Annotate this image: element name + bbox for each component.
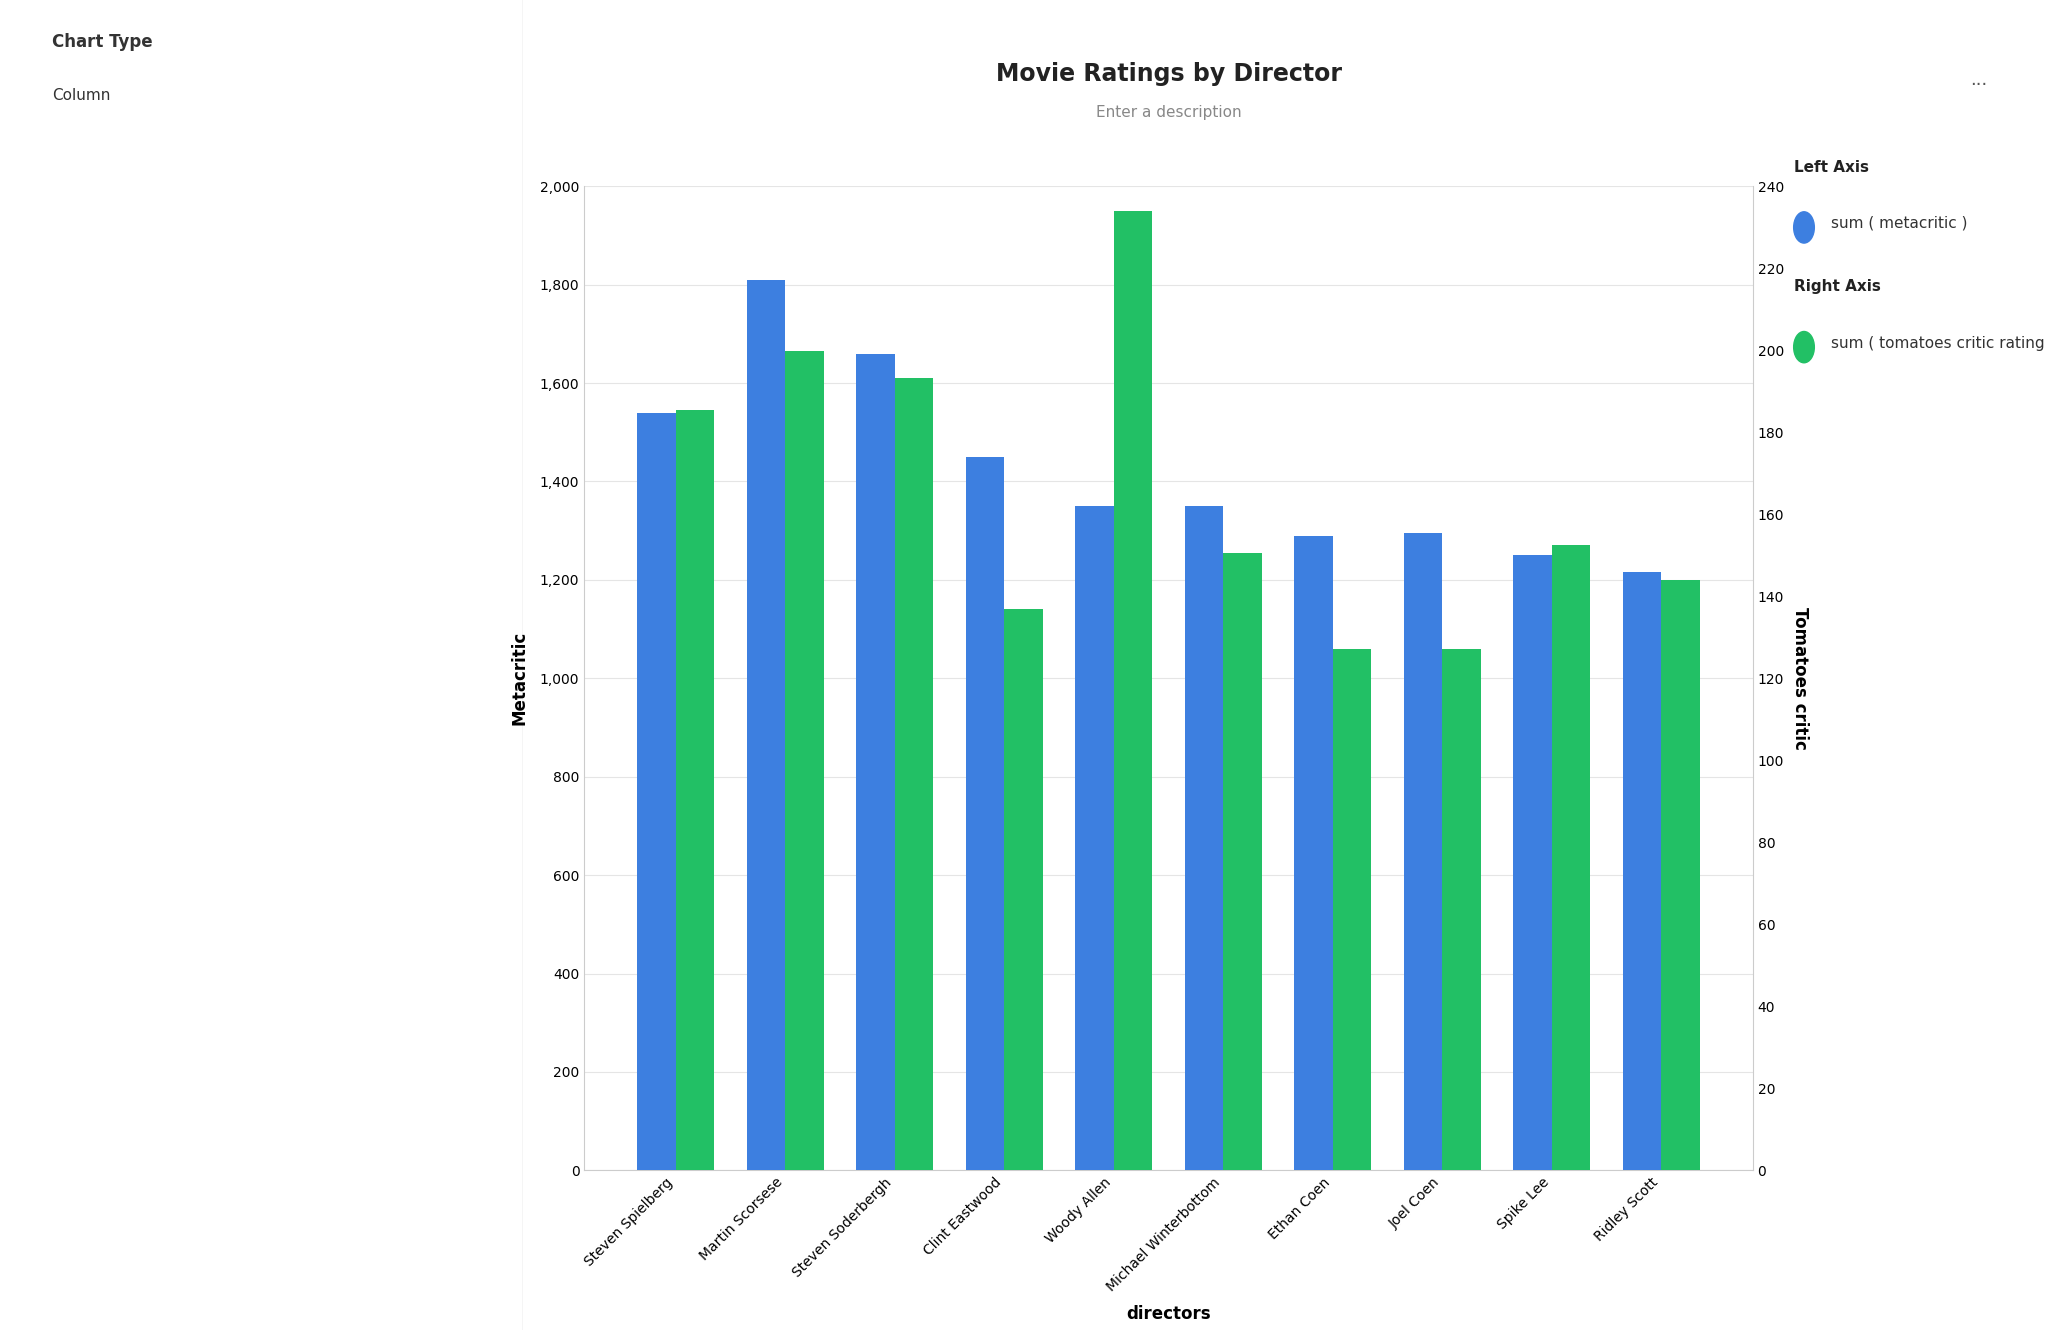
Bar	[1332, 649, 1371, 1170]
Bar	[1185, 505, 1224, 1170]
Bar	[1552, 545, 1591, 1170]
Bar	[1294, 536, 1332, 1170]
Bar	[1513, 556, 1552, 1170]
Bar	[1224, 553, 1261, 1170]
Bar	[1443, 649, 1480, 1170]
Text: ...: ...	[1970, 70, 1986, 89]
X-axis label: directors: directors	[1125, 1305, 1212, 1323]
Text: Column: Column	[53, 88, 111, 102]
Bar	[966, 458, 1004, 1170]
Bar	[857, 354, 894, 1170]
Text: sum ( metacritic ): sum ( metacritic )	[1831, 215, 1968, 231]
Bar	[1624, 572, 1661, 1170]
Bar	[1113, 210, 1152, 1170]
Bar	[1404, 533, 1443, 1170]
Bar	[638, 412, 676, 1170]
Bar	[785, 351, 824, 1170]
Text: Movie Ratings by Director: Movie Ratings by Director	[996, 63, 1341, 86]
Circle shape	[1794, 211, 1814, 243]
Y-axis label: Tomatoes critic: Tomatoes critic	[1792, 606, 1808, 750]
Bar	[746, 279, 785, 1170]
Text: Left Axis: Left Axis	[1794, 160, 1870, 174]
Bar	[1076, 505, 1113, 1170]
Bar	[1004, 609, 1043, 1170]
Y-axis label: Metacritic: Metacritic	[510, 632, 529, 725]
Bar	[676, 410, 713, 1170]
Text: Chart Type: Chart Type	[53, 32, 154, 51]
Text: Enter a description: Enter a description	[1095, 105, 1242, 120]
Text: Right Axis: Right Axis	[1794, 279, 1880, 294]
Bar	[894, 378, 933, 1170]
Text: sum ( tomatoes critic rating ): sum ( tomatoes critic rating )	[1831, 335, 2050, 351]
Bar	[1660, 580, 1699, 1170]
Circle shape	[1794, 331, 1814, 363]
